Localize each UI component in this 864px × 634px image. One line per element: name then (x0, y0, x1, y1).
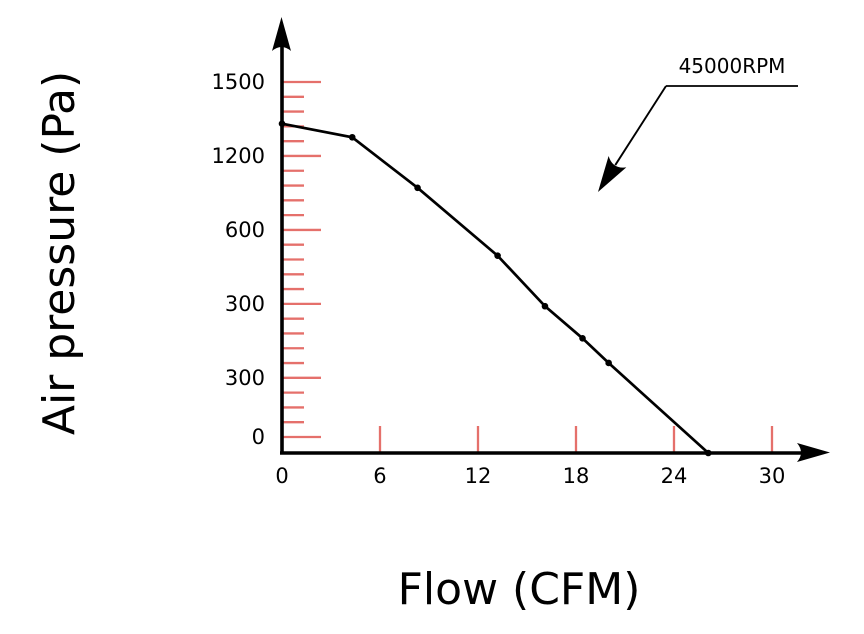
x-tick-label: 30 (758, 464, 786, 488)
data-point (704, 449, 712, 457)
data-point (414, 184, 421, 192)
x-tick-label: 6 (373, 464, 387, 488)
fan-curve-line (281, 122, 710, 455)
x-tick-label: 0 (275, 464, 289, 488)
x-tick-label: 24 (660, 464, 688, 488)
annotation-arrow-shaft (614, 85, 667, 166)
y-tick-label: 0 (251, 425, 265, 449)
y-axis-arrowhead-icon (272, 17, 291, 51)
annotation-arrowhead-icon (598, 156, 627, 192)
y-tick-label: 300 (224, 365, 265, 390)
data-point (541, 302, 549, 310)
x-axis-title: Flow (CFM) (397, 564, 641, 615)
x-axis-arrowhead-icon (797, 443, 830, 462)
data-point (494, 252, 501, 259)
data-point (579, 335, 586, 342)
y-tick-label: 300 (224, 291, 265, 316)
x-tick-label: 18 (562, 464, 590, 488)
data-point (278, 120, 286, 127)
y-tick-label: 1200 (211, 143, 265, 168)
y-tick-label: 600 (224, 217, 265, 242)
x-tick-label: 12 (464, 464, 492, 488)
y-axis-title: Air pressure (Pa) (34, 70, 85, 436)
y-tick-label: 1500 (211, 70, 265, 94)
data-point (605, 359, 612, 367)
data-point (348, 133, 356, 141)
series-annotation-label: 45000RPM (678, 54, 786, 78)
